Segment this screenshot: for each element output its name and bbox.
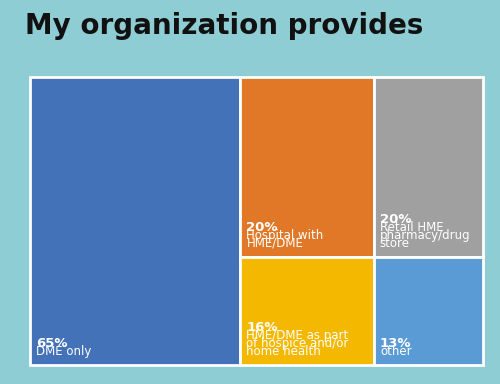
Text: pharmacy/drug: pharmacy/drug (380, 229, 470, 242)
Text: 20%: 20% (380, 213, 412, 226)
Text: DME only: DME only (36, 345, 92, 358)
Text: 13%: 13% (380, 337, 412, 350)
Text: of hospice and/or: of hospice and/or (246, 337, 349, 350)
Bar (240, 77, 374, 257)
Text: Retail HME: Retail HME (380, 221, 444, 234)
Bar (30, 77, 240, 365)
Text: other: other (380, 345, 412, 358)
Text: 16%: 16% (246, 321, 278, 334)
Bar (374, 257, 482, 365)
Text: HME/DME as part: HME/DME as part (246, 329, 348, 342)
Text: My organization provides: My organization provides (25, 12, 423, 40)
Text: 65%: 65% (36, 337, 68, 350)
Bar (374, 77, 482, 257)
Text: 20%: 20% (246, 221, 278, 234)
Text: Hospital with: Hospital with (246, 229, 324, 242)
Bar (240, 257, 374, 365)
Text: home health: home health (246, 345, 321, 358)
Text: HME/DME: HME/DME (246, 237, 304, 250)
Text: store: store (380, 237, 410, 250)
